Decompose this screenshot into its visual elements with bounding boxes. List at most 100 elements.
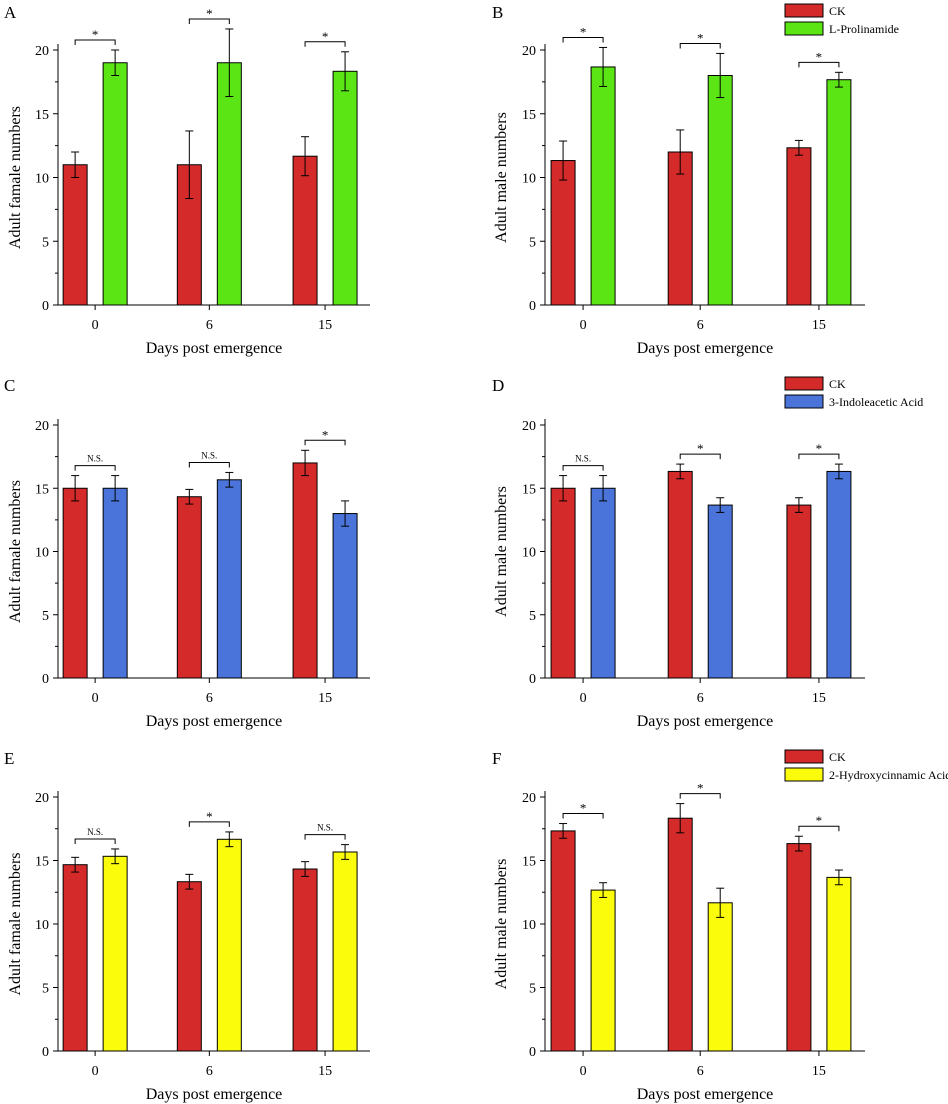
y-axis-title: Adult famale numbers: [7, 480, 24, 623]
bar-treatment: [102, 62, 128, 306]
y-tick-label: 20: [35, 791, 49, 806]
y-tick-label: 15: [522, 855, 536, 870]
bar-treatment: [707, 902, 733, 1052]
y-tick-label: 5: [529, 982, 536, 997]
significance-bracket: [562, 813, 604, 819]
panel-e: E 0 5 10 15 20 0 N.S. 6 * 15 N.S. Days post emergenc…: [4, 749, 370, 1103]
y-axis-title: Adult famale numbers: [7, 106, 24, 249]
panel-letter: D: [492, 376, 504, 395]
y-tick-label: 15: [35, 482, 49, 497]
bar-treatment: [332, 851, 358, 1052]
y-tick-label: 0: [529, 299, 536, 314]
bar-ck: [550, 830, 576, 1052]
legend-label: CK: [829, 750, 846, 764]
panel-c: C 0 5 10 15 20 0 N.S. 6 N.S. 15 * Days post emergenc…: [4, 376, 370, 730]
bar-ck: [176, 881, 202, 1052]
y-tick-label: 15: [35, 855, 49, 870]
panel-letter: C: [4, 376, 15, 395]
y-tick-label: 10: [35, 172, 49, 187]
bar-ck: [62, 487, 88, 679]
bar-ck: [667, 470, 693, 679]
y-tick-label: 5: [42, 982, 49, 997]
significance-label: *: [322, 427, 329, 442]
y-tick-label: 0: [529, 1045, 536, 1060]
y-tick-label: 5: [529, 235, 536, 250]
significance-bracket: [798, 61, 840, 68]
bar-treatment: [590, 66, 616, 306]
significance-bracket: [74, 465, 116, 471]
legend-label: CK: [829, 377, 846, 391]
legend: CK L-Prolinamide: [784, 3, 899, 36]
significance-label: *: [92, 27, 99, 42]
bar-ck: [62, 864, 88, 1052]
panel-letter: B: [492, 3, 503, 22]
legend-swatch-ck: [784, 749, 824, 764]
y-tick-label: 10: [35, 918, 49, 933]
x-tick-label: 15: [812, 318, 826, 333]
significance-bracket: [679, 42, 721, 49]
significance-label: N.S.: [317, 823, 333, 833]
y-tick-label: 0: [42, 672, 49, 687]
y-tick-label: 0: [529, 672, 536, 687]
bar-ck: [786, 147, 812, 306]
legend: CK 2-Hydroxycinnamic Acid: [784, 749, 948, 782]
significance-label: N.S.: [575, 454, 591, 464]
significance-bracket: [304, 834, 346, 840]
x-tick-label: 0: [580, 318, 587, 333]
y-tick-label: 5: [529, 609, 536, 624]
legend-swatch-ck: [784, 376, 824, 391]
x-tick-label: 6: [697, 318, 704, 333]
legend: CK 3-Indoleacetic Acid: [784, 376, 923, 409]
significance-label: *: [580, 24, 587, 39]
x-axis-title: Days post emergence: [146, 713, 283, 730]
bar-ck: [667, 817, 693, 1052]
bar-treatment: [102, 487, 128, 679]
x-tick-label: 15: [812, 1064, 826, 1079]
y-axis-title: Adult male numbers: [493, 112, 510, 243]
legend-swatch-treatment: [784, 394, 824, 409]
bar-treatment: [707, 504, 733, 679]
panel-letter: E: [4, 749, 14, 768]
bar-ck: [667, 151, 693, 306]
y-tick-label: 15: [522, 108, 536, 123]
bar-treatment: [332, 70, 358, 306]
bar-ck: [550, 487, 576, 679]
x-tick-label: 6: [206, 318, 213, 333]
y-tick-label: 0: [42, 299, 49, 314]
y-tick-label: 20: [522, 419, 536, 434]
significance-bracket: [679, 793, 721, 799]
legend-swatch-ck: [784, 3, 824, 18]
bar-ck: [292, 155, 318, 306]
legend-swatch-treatment: [784, 21, 824, 36]
legend-label: L-Prolinamide: [829, 22, 899, 36]
x-tick-label: 6: [206, 1064, 213, 1079]
bar-treatment: [216, 479, 242, 679]
x-axis-title: Days post emergence: [146, 340, 283, 357]
bar-treatment: [102, 855, 128, 1052]
bar-ck: [786, 504, 812, 679]
y-axis-title: Adult famale numbers: [7, 852, 24, 995]
significance-bracket: [562, 36, 604, 43]
significance-bracket: [679, 453, 721, 460]
significance-label: *: [816, 441, 823, 456]
bar-treatment: [826, 470, 852, 679]
y-tick-label: 5: [42, 609, 49, 624]
x-tick-label: 15: [318, 318, 332, 333]
panel-d: D 0 5 10 15 20 0 N.S. 6 * 15 * Days post emergence Ad…: [492, 376, 923, 730]
x-tick-label: 6: [697, 691, 704, 706]
significance-bracket: [74, 838, 116, 844]
x-tick-label: 6: [206, 691, 213, 706]
x-tick-label: 0: [580, 1064, 587, 1079]
x-tick-label: 0: [92, 1064, 99, 1079]
x-tick-label: 15: [812, 691, 826, 706]
y-tick-label: 20: [522, 44, 536, 59]
x-tick-label: 6: [697, 1064, 704, 1079]
significance-label: *: [697, 781, 704, 796]
panel-f: F 0 5 10 15 20 0 * 6 * 15 * Days post emergence Adult…: [492, 749, 948, 1103]
significance-bracket: [188, 18, 230, 24]
significance-bracket: [562, 465, 604, 471]
significance-label: *: [322, 29, 329, 44]
significance-label: N.S.: [87, 827, 103, 837]
y-tick-label: 10: [35, 546, 49, 561]
